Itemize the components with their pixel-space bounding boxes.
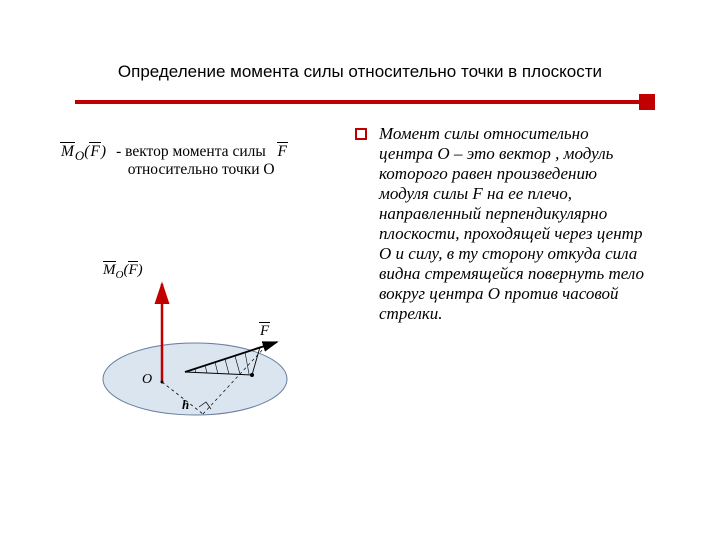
force-point (250, 373, 254, 377)
f-diagram-label: F (259, 322, 270, 340)
accent-square (639, 94, 655, 110)
content-area: MO(F) - вектор момента силы F относитель… (0, 104, 720, 439)
definition-text: Момент силы относительно центра О – это … (379, 124, 645, 324)
mo-formula: MO(F) (60, 142, 114, 164)
moment-vector-label-row: MO(F) - вектор момента силы F относитель… (60, 124, 345, 179)
bullet-square-icon (355, 128, 367, 140)
left-column: MO(F) - вектор момента силы F относитель… (0, 124, 345, 439)
point-o (161, 381, 164, 384)
f-vector-symbol: F (274, 143, 291, 160)
right-column: Момент силы относительно центра О – это … (345, 124, 675, 439)
page-title: Определение момента силы относительно то… (0, 0, 720, 100)
label-line-2: относительно точки О (128, 161, 275, 178)
plane-ellipse (103, 343, 287, 415)
h-diagram-label: h (182, 397, 189, 413)
accent-bar (75, 100, 645, 104)
moment-diagram: MO(F) F O h (65, 239, 325, 439)
mo-diagram-label: MO(F) (103, 261, 143, 281)
label-text: - вектор момента силы F относительно точ… (114, 142, 291, 179)
label-line-1: - вектор момента силы (116, 143, 266, 160)
o-diagram-label: O (142, 372, 152, 388)
